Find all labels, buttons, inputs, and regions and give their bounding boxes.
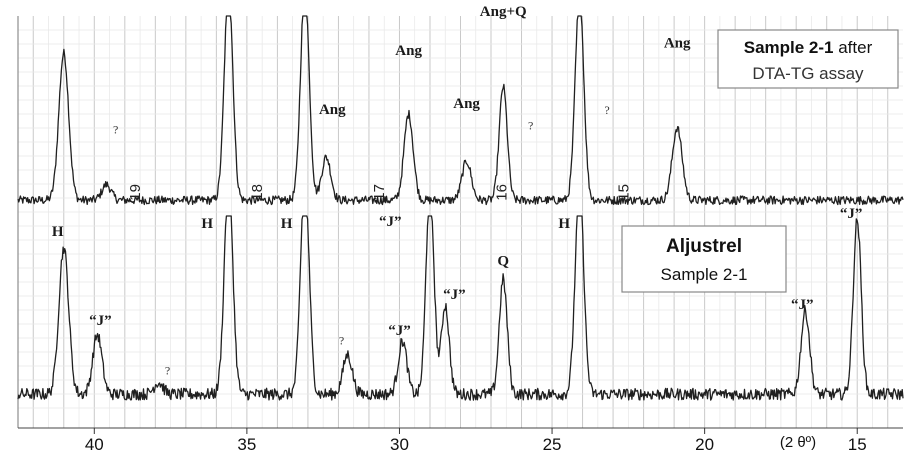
upper-annotation-label: Ang (319, 102, 346, 118)
upper-annotation-label: ? (113, 123, 118, 137)
lower-annotation-label: “J” (89, 313, 112, 329)
lower-annotation-label: “J” (443, 287, 466, 303)
lower-legend-subtitle: Sample 2-1 (661, 265, 748, 284)
upper-series-line (17, 15, 904, 206)
upper-annotation-label: Ang (395, 43, 422, 59)
upper-legend-box: Sample 2-1 after DTA-TG assay (717, 29, 899, 89)
upper-annotation-label: Ang (664, 35, 691, 51)
lower-annotation-label: “J” (379, 214, 402, 230)
lower-series-line (17, 215, 904, 401)
x-tick-label: 30 (390, 435, 409, 454)
lower-annotation-label: ? (339, 334, 344, 348)
lower-annotation-label: ? (165, 363, 170, 377)
x-tick-label: 15 (848, 435, 867, 454)
upper-annotation-label: 16 (493, 184, 510, 201)
lower-annotation-label: H (281, 216, 293, 232)
lower-annotation-label: Q (497, 254, 509, 270)
x-axis-ticks: 40 35 30 25 20 15 (85, 428, 867, 454)
svg-text:Sample 2-1 after: Sample 2-1 after (744, 38, 873, 57)
upper-legend-line1-rest: after (834, 38, 873, 57)
upper-annotation-label: 15 (615, 184, 632, 201)
upper-annotation-label: Ang+Q (480, 4, 527, 20)
x-tick-label: 40 (85, 435, 104, 454)
lower-annotation-label: H (558, 216, 570, 232)
upper-annotation-label: 18 (249, 184, 266, 201)
upper-legend-line1-bold: Sample 2-1 (744, 38, 834, 57)
upper-annotation-label: Ang (453, 96, 480, 112)
lower-annotation-label: “J” (840, 206, 863, 222)
lower-annotation-label: H (201, 216, 213, 232)
upper-annotation-label: ? (528, 119, 533, 133)
x-tick-label: 20 (695, 435, 714, 454)
x-tick-label: 35 (237, 435, 256, 454)
diffraction-traces (17, 15, 904, 401)
lower-legend-box: Aljustrel Sample 2-1 (621, 225, 787, 293)
x-axis-unit-label: (2 θº) (780, 434, 816, 451)
lower-legend-title: Aljustrel (666, 236, 742, 257)
upper-legend-line2: DTA-TG assay (752, 64, 864, 83)
peak-annotations: ? Ang Ang Ang Ang+Q?? Ang 19 18 17 16 15 H “J”? H H? “J… (52, 4, 863, 377)
upper-annotation-label: 19 (127, 184, 144, 201)
lower-annotation-label: H (52, 224, 64, 240)
x-tick-label: 25 (543, 435, 562, 454)
lower-annotation-label: “J” (388, 323, 411, 339)
upper-annotation-label: ? (604, 103, 609, 117)
upper-annotation-label: 17 (371, 184, 388, 201)
lower-annotation-label: “J” (791, 297, 814, 313)
